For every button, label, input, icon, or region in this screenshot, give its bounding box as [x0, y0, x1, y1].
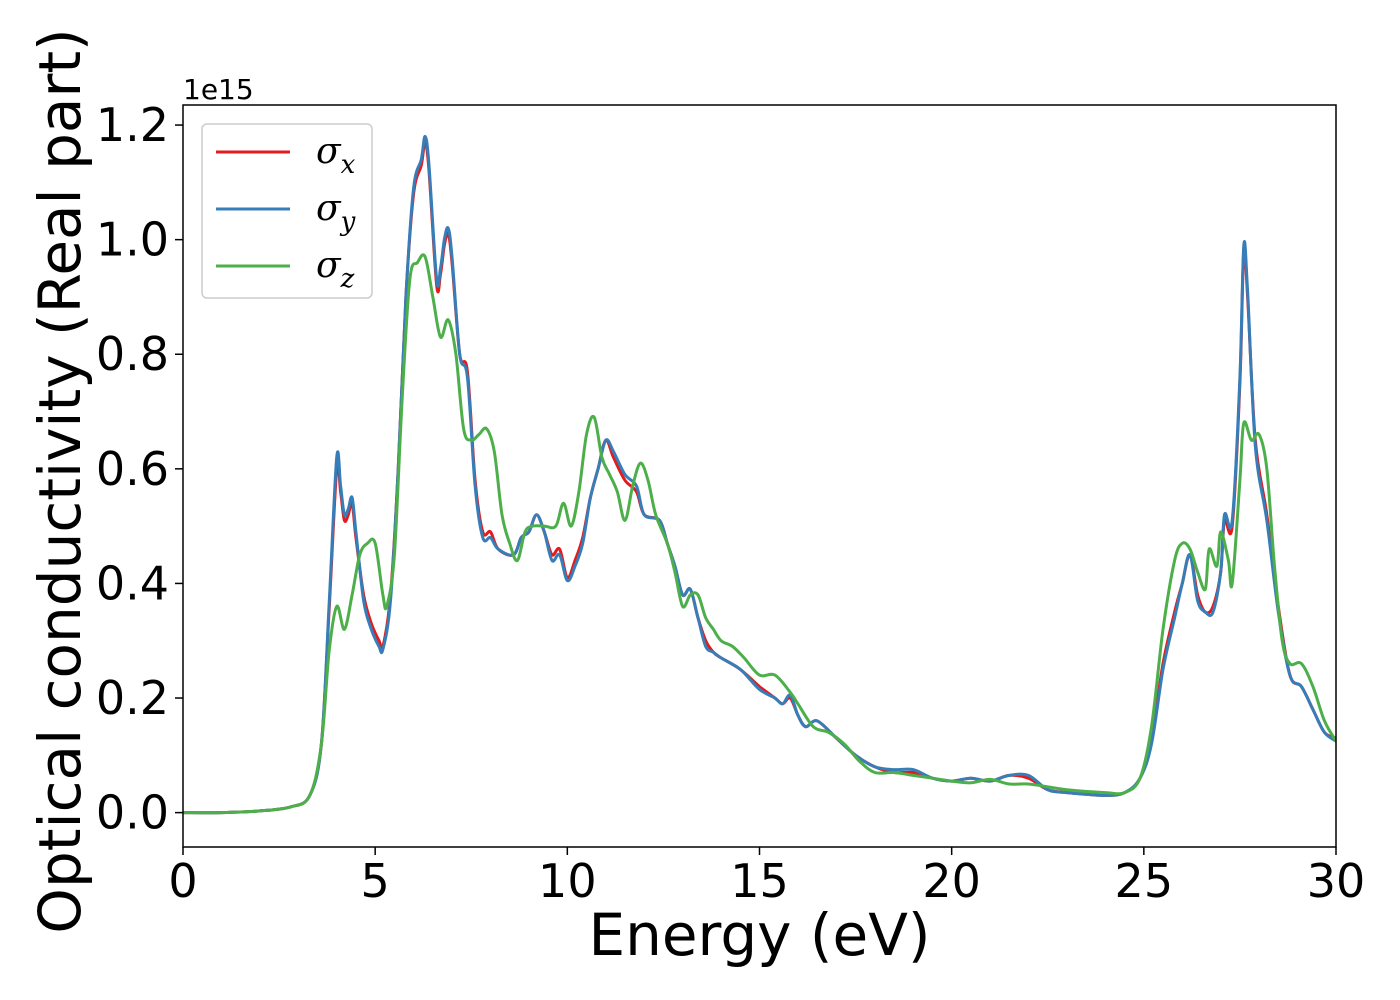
x-axis-title: Energy (eV): [588, 901, 930, 969]
y-tick-label: 0.2: [96, 671, 169, 725]
x-tick-label: 20: [922, 854, 981, 908]
x-tick-label: 10: [538, 854, 597, 908]
y-tick-label: 1.0: [96, 213, 169, 267]
series-line-z: [183, 253, 1336, 815]
y-tick-label: 0.8: [96, 327, 169, 381]
series-layer: [183, 134, 1336, 815]
x-tick-label: 5: [361, 854, 390, 908]
legend-box: [201, 123, 373, 299]
legend-label: σz: [316, 245, 355, 294]
x-tick-label: 15: [730, 854, 789, 908]
y-axis-offset-label: 1e15: [183, 73, 254, 106]
legend-item-z[interactable]: σz: [216, 245, 355, 294]
y-axis: 0.0 0.2 0.4 0.6 0.8 1.0 1.2: [96, 98, 183, 840]
legend-label: σx: [316, 131, 356, 180]
y-axis-title: Optical conductivity (Real part): [26, 28, 94, 933]
x-tick-label: 0: [168, 854, 197, 908]
legend-item-x[interactable]: σx: [216, 131, 356, 180]
legend-item-y[interactable]: σy: [216, 188, 356, 237]
y-tick-label: 1.2: [96, 98, 169, 152]
y-tick-label: 0.4: [96, 556, 169, 610]
legend-label: σy: [316, 188, 356, 237]
legend[interactable]: σx σy σz: [201, 123, 373, 299]
x-axis: 0 5 10 15 20 25 30: [168, 847, 1365, 908]
x-tick-label: 30: [1307, 854, 1366, 908]
y-tick-label: 0.0: [96, 786, 169, 840]
y-tick-label: 0.6: [96, 442, 169, 496]
x-tick-label: 25: [1115, 854, 1174, 908]
